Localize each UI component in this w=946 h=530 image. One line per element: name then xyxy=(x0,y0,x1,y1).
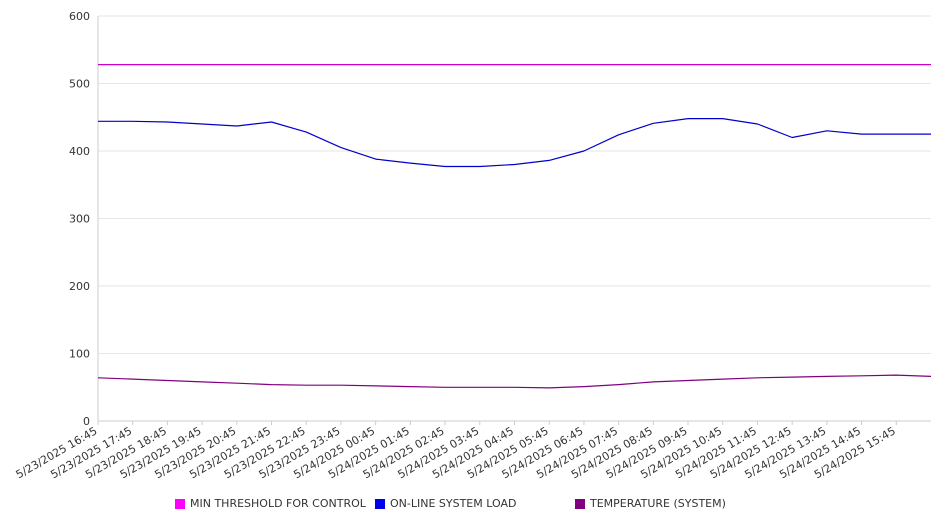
y-tick-label: 200 xyxy=(69,280,90,293)
legend-swatch-system-load xyxy=(375,498,385,509)
y-tick-label: 0 xyxy=(83,415,90,428)
legend-label-min-threshold: MIN THRESHOLD FOR CONTROL xyxy=(190,497,366,510)
x-axis-ticks: 5/23/2025 16:455/23/2025 17:455/23/2025 … xyxy=(14,424,898,481)
legend-item-system-load[interactable]: ON-LINE SYSTEM LOAD xyxy=(375,497,516,510)
y-tick-label: 600 xyxy=(69,10,90,23)
legend-item-temperature[interactable]: TEMPERATURE (SYSTEM) xyxy=(575,497,726,510)
legend-label-system-load: ON-LINE SYSTEM LOAD xyxy=(390,497,517,510)
legend-item-min-threshold[interactable]: MIN THRESHOLD FOR CONTROL xyxy=(175,497,366,510)
series-lines xyxy=(97,63,932,389)
y-tick-label: 400 xyxy=(69,145,90,158)
legend-swatch-min-threshold xyxy=(175,498,185,509)
legend: MIN THRESHOLD FOR CONTROL ON-LINE SYSTEM… xyxy=(0,497,946,515)
y-tick-label: 500 xyxy=(69,78,90,91)
y-tick-label: 300 xyxy=(69,213,90,226)
series-line-2 xyxy=(97,374,932,389)
legend-label-temperature: TEMPERATURE (SYSTEM) xyxy=(590,497,726,510)
y-tick-label: 100 xyxy=(69,348,90,361)
grid xyxy=(98,15,931,354)
y-axis-ticks: 0 100 200 300 400 500 600 xyxy=(69,10,90,428)
axes xyxy=(97,16,931,425)
legend-swatch-temperature xyxy=(575,498,585,509)
series-line-1 xyxy=(98,117,931,168)
